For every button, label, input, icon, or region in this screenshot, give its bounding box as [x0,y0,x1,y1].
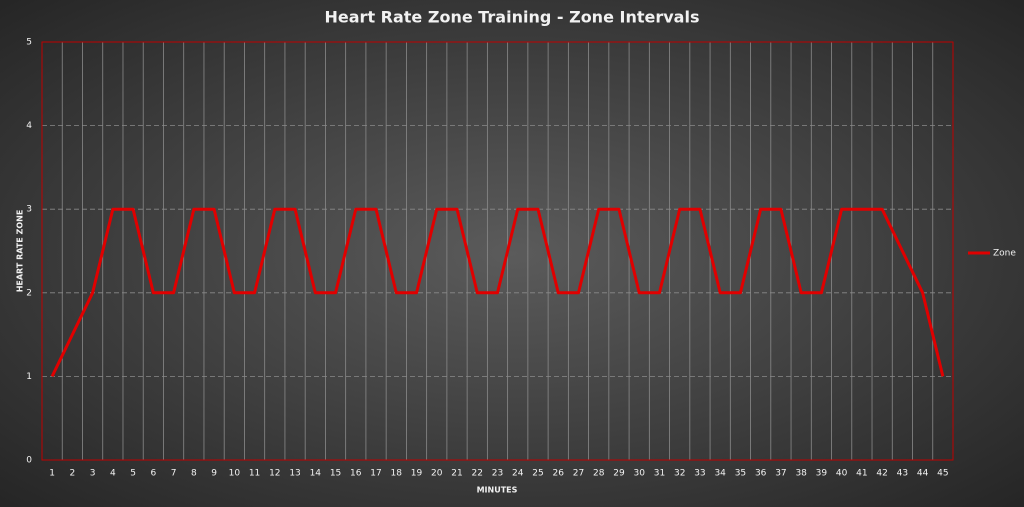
x-tick-label: 26 [553,469,565,479]
x-tick-label: 32 [674,469,685,479]
x-tick-label: 13 [289,469,300,479]
x-tick-label: 14 [310,469,322,479]
x-tick-label: 31 [654,469,665,479]
x-tick-label: 2 [69,469,75,479]
y-tick-label: 4 [26,121,32,131]
x-tick-label: 28 [593,469,605,479]
x-tick-label: 27 [573,469,584,479]
x-tick-label: 33 [694,469,705,479]
x-tick-label: 21 [451,469,462,479]
x-tick-label: 19 [411,469,423,479]
x-tick-label: 42 [876,469,887,479]
x-tick-label: 11 [249,469,260,479]
x-tick-label: 1 [49,469,55,479]
x-tick-label: 34 [714,469,726,479]
y-tick-label: 2 [26,288,32,298]
x-tick-label: 44 [917,469,929,479]
x-tick-label: 29 [613,469,625,479]
x-tick-label: 3 [90,469,96,479]
x-tick-label: 40 [836,469,848,479]
x-tick-label: 36 [755,469,767,479]
chart-title: Heart Rate Zone Training - Zone Interval… [325,8,700,27]
plot-border [41,41,954,461]
x-tick-label: 20 [431,469,443,479]
x-tick-label: 23 [492,469,503,479]
legend-label: Zone [993,249,1016,259]
x-tick-label: 45 [937,469,948,479]
y-tick-label: 5 [26,38,32,48]
x-tick-label: 16 [350,469,362,479]
x-tick-label: 6 [150,469,156,479]
x-tick-label: 37 [775,469,786,479]
x-tick-label: 43 [897,469,908,479]
x-tick-label: 22 [472,469,483,479]
x-tick-label: 7 [171,469,177,479]
x-tick-label: 39 [816,469,828,479]
x-tick-label: 38 [795,469,807,479]
x-tick-label: 24 [512,469,524,479]
x-tick-label: 9 [211,469,217,479]
y-tick-label: 3 [26,205,32,215]
x-tick-label: 41 [856,469,867,479]
x-tick-label: 8 [191,469,197,479]
y-tick-label: 1 [26,372,32,382]
series-line [50,207,945,378]
x-tick-label: 5 [130,469,136,479]
x-tick-label: 25 [532,469,543,479]
y-tick-label: 0 [26,456,32,466]
x-tick-label: 35 [735,469,746,479]
x-tick-label: 17 [370,469,381,479]
x-tick-label: 10 [229,469,241,479]
x-tick-label: 18 [391,469,403,479]
x-tick-label: 30 [633,469,645,479]
x-tick-label: 12 [269,469,280,479]
x-tick-label: 15 [330,469,341,479]
x-tick-label: 4 [110,469,116,479]
x-axis-title: MINUTES [477,486,518,495]
y-axis-title: HEART RATE ZONE [16,210,25,293]
